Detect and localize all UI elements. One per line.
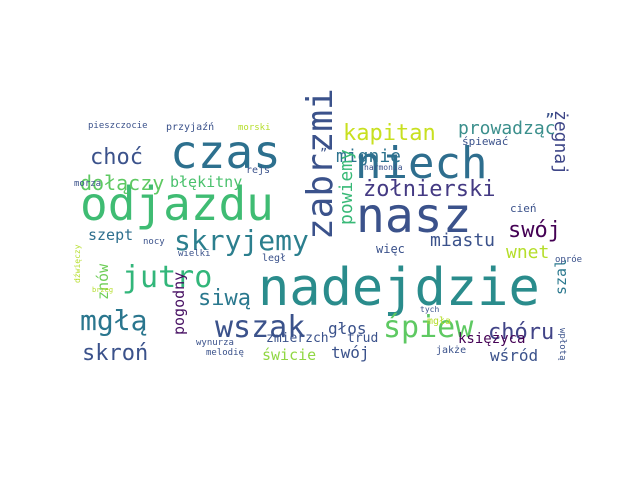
cloud-word: swój: [508, 218, 561, 243]
cloud-word: mignie: [336, 146, 401, 167]
cloud-word: zmierzch: [266, 331, 329, 346]
cloud-word: nadejdzie: [258, 258, 540, 318]
cloud-word: kapitan: [343, 121, 436, 146]
cloud-word: błękitny: [170, 173, 242, 191]
cloud-word: trud: [347, 331, 378, 346]
cloud-word: siwą: [198, 286, 251, 311]
cloud-word: jutro: [122, 260, 212, 295]
cloud-word: zabrzmi: [300, 88, 341, 240]
cloud-word: mgła: [427, 316, 451, 327]
cloud-word: przyjaźń: [166, 121, 214, 133]
cloud-word: pogodny: [170, 272, 188, 335]
cloud-word: rejs: [246, 165, 270, 176]
cloud-word: choć: [90, 145, 143, 170]
cloud-word: wynurza: [196, 338, 234, 348]
cloud-word: świcie: [262, 346, 316, 364]
cloud-word: głos: [328, 319, 367, 338]
cloud-word: melodię: [206, 348, 244, 358]
cloud-word: wpłotą: [557, 328, 567, 361]
cloud-word: czas: [170, 125, 281, 179]
cloud-word: ”: [545, 110, 555, 129]
cloud-word: żołnierski: [363, 177, 495, 202]
cloud-word: jakże: [436, 345, 466, 356]
cloud-word: więc: [376, 242, 405, 256]
cloud-word: skryjemy: [174, 224, 309, 257]
cloud-word: wśród: [490, 346, 538, 365]
cloud-word: wszak: [215, 310, 305, 345]
cloud-word: twój: [331, 343, 370, 362]
cloud-word: skroń: [82, 341, 148, 366]
cloud-word: znów: [94, 263, 112, 300]
cloud-word: „: [320, 139, 327, 153]
cloud-word: legł: [262, 253, 286, 264]
cloud-word: śpiewać: [462, 135, 508, 148]
cloud-word: księżyca: [458, 331, 525, 347]
cloud-word: niech: [355, 138, 487, 189]
cloud-word: brzeg: [92, 286, 113, 294]
cloud-word: wnet: [506, 242, 549, 263]
cloud-word: morza: [74, 179, 101, 189]
cloud-word: pieszczocie: [88, 121, 148, 131]
cloud-word: chóru: [488, 320, 554, 345]
cloud-word: odjazdu: [80, 177, 274, 231]
cloud-word: dołączy: [80, 171, 164, 195]
cloud-word: nasz: [356, 188, 472, 244]
cloud-word: mgłą: [80, 304, 147, 337]
cloud-word: dźwięczy: [73, 244, 82, 283]
cloud-word: szept: [88, 226, 133, 244]
cloud-word: wielki: [178, 249, 211, 259]
cloud-word: żegnaj: [550, 110, 571, 175]
cloud-word: powiemy: [336, 149, 357, 225]
cloud-word: harmonia: [364, 163, 403, 172]
cloud-word: szal: [552, 259, 570, 295]
cloud-word: tych: [420, 305, 439, 314]
cloud-word: śpiew: [383, 310, 474, 345]
cloud-word: morski: [238, 123, 271, 133]
cloud-word: miastu: [430, 230, 495, 251]
cloud-word: opróe: [555, 254, 582, 265]
cloud-word: cień: [510, 202, 537, 215]
cloud-word: prowadząc: [458, 118, 556, 139]
cloud-word: nocy: [143, 237, 165, 247]
